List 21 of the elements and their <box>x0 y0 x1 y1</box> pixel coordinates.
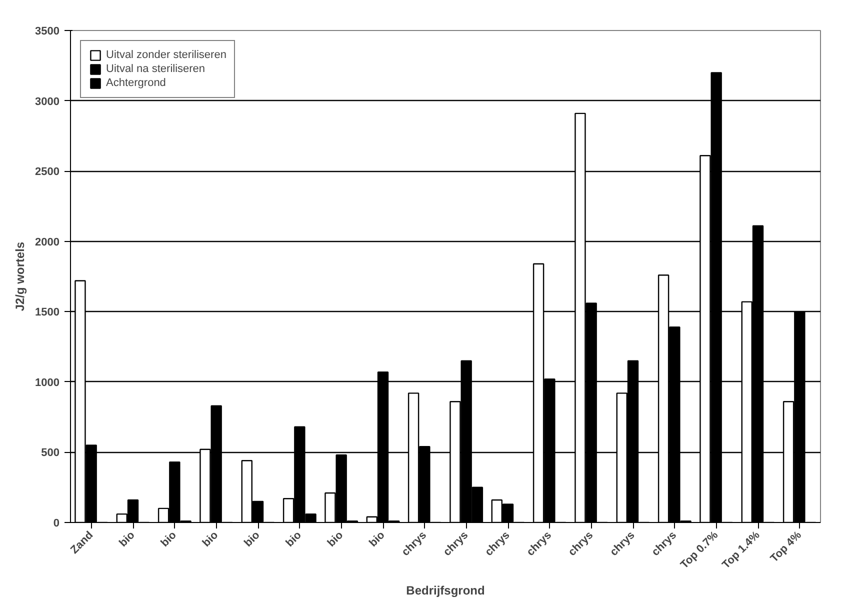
y-tick-label: 1500 <box>35 306 60 319</box>
legend-label: Uitval na steriliseren <box>106 63 206 75</box>
x-tick-label: Top 4% <box>768 529 804 565</box>
x-tick-label: bio <box>200 529 221 550</box>
legend-label: Achtergrond <box>106 77 166 89</box>
y-tick-label: 3000 <box>35 96 60 108</box>
y-tick-label: 2000 <box>35 236 60 248</box>
y-tick-label: 2500 <box>35 166 60 178</box>
x-tick-label: bio <box>158 529 180 550</box>
y-tick-label: 500 <box>41 447 60 460</box>
y-axis-title: J2/g wortels <box>13 241 28 312</box>
y-tick-label: 3500 <box>35 26 60 38</box>
y-tick-label: 0 <box>53 518 60 530</box>
legend-label: Uitval zonder steriliseren <box>106 49 226 61</box>
x-tick-label: bio <box>325 529 346 550</box>
x-tick-label: bio <box>284 529 304 550</box>
x-tick-label: bio <box>367 529 388 550</box>
x-tick-label: bio <box>242 529 262 550</box>
y-tick-label: 1000 <box>35 376 60 389</box>
x-tick-label: bio <box>117 529 138 550</box>
x-axis-title: Bedrijfsgrond <box>406 584 485 598</box>
